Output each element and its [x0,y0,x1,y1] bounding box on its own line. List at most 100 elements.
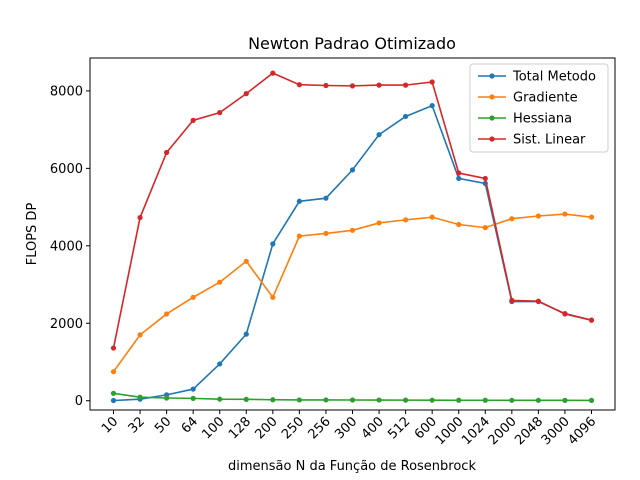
legend-box [469,63,609,153]
legend-label: Gradiente [513,91,578,106]
data-point [190,395,196,401]
data-point [482,397,488,403]
legend-label: Hessiana [513,112,572,127]
data-point [296,82,302,88]
data-point [323,195,329,201]
data-point [403,217,409,223]
y-tick-label: 8000 [50,84,83,99]
data-point [588,397,595,403]
data-point [562,397,568,403]
legend: Total Metodo Gradiente Hessiana Sist. Linea… [469,63,609,153]
data-point [482,225,488,231]
data-point [429,103,435,109]
data-point [137,214,143,221]
data-point [456,175,462,182]
legend-item: Hessiana [478,112,572,127]
data-point [270,397,276,403]
data-point [137,394,143,400]
data-point [243,396,249,402]
data-point [217,396,223,402]
data-point [270,70,276,76]
data-point [403,397,409,403]
chart-title: Newton Padrao Otimizado [248,34,456,53]
x-tick-label: 300 [332,414,360,442]
data-point [270,241,276,247]
data-point [456,397,462,403]
data-point [190,117,196,123]
data-point [164,311,170,317]
x-tick-label: 128 [226,414,254,442]
data-point [349,397,356,403]
data-point [456,170,462,176]
x-tick-label: 1000 [433,414,467,448]
data-point [376,82,382,88]
y-tick-label: 6000 [50,162,83,177]
data-point [323,230,329,237]
data-point [164,395,170,401]
legend-swatch-marker [489,115,495,121]
data-point [482,175,488,182]
x-tick-label: 512 [385,414,413,442]
data-point [509,216,515,222]
series-gradiente [110,211,595,375]
data-point [509,397,515,403]
data-point [296,233,302,239]
x-tick-label: 10 [99,414,121,436]
data-point [535,213,541,219]
data-point [588,214,595,220]
data-point [217,110,223,116]
data-point [349,227,356,233]
y-tick-label: 0 [75,394,83,409]
data-point [429,79,435,85]
legend-swatch-marker [489,94,495,100]
data-point [190,386,196,392]
data-point [217,279,223,285]
x-axis-label: dimensão N da Função de Rosenbrock [228,459,476,474]
data-point [270,294,276,300]
data-point [323,397,329,403]
data-point [376,132,382,138]
x-axis: 10 32 50 6410012820025025630040051260010001… [99,410,599,448]
data-point [137,332,143,338]
x-tick-label: 50 [152,414,174,436]
data-point [243,331,249,337]
legend-swatch-marker [489,136,495,142]
data-point [403,82,409,88]
data-point [588,317,595,323]
data-point [349,167,356,173]
x-tick-label: 1024 [459,414,493,448]
data-point [509,297,515,304]
data-point [190,294,196,300]
data-point [562,211,568,217]
data-point [110,345,117,351]
y-axis-label: FLOPS DP [25,203,40,266]
data-point [164,149,170,156]
data-point [243,258,249,264]
data-point [376,220,382,226]
data-point [243,91,249,97]
plot-area [110,70,595,404]
data-point [296,397,302,403]
series-sist-linear [110,70,595,351]
x-tick-label: 32 [126,414,148,436]
x-tick-label: 200 [252,414,280,442]
legend-item: Sist. Linear [478,133,586,148]
x-tick-label: 400 [359,414,387,442]
data-point [429,397,435,403]
data-point [110,397,117,404]
data-point [217,361,223,367]
y-tick-label: 2000 [50,317,83,332]
x-tick-label: 2000 [486,414,520,448]
data-point [535,397,541,403]
data-point [110,369,117,375]
x-tick-label: 100 [199,414,227,442]
x-tick-label: 2048 [512,414,546,448]
data-point [429,214,435,220]
data-point [296,198,302,204]
data-point [456,221,462,228]
legend-item: Total Metodo [478,70,596,85]
y-axis: 0 2000 4000 6000 8000 [50,84,90,409]
y-tick-label: 4000 [50,239,83,254]
x-tick-label: 3000 [539,414,573,448]
